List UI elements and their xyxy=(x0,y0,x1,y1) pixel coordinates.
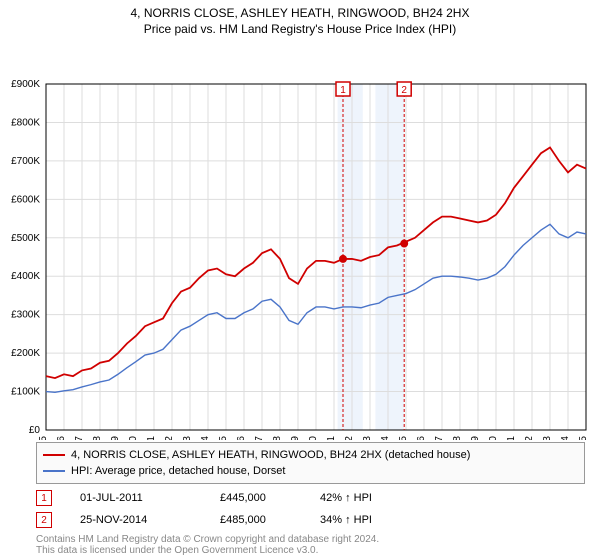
marker-price: £485,000 xyxy=(220,514,320,526)
svg-text:2018: 2018 xyxy=(452,436,463,440)
chart-subtitle: Price paid vs. HM Land Registry's House … xyxy=(0,20,600,40)
svg-text:£600K: £600K xyxy=(11,194,40,205)
legend-item: HPI: Average price, detached house, Dors… xyxy=(43,463,578,479)
sale-marker-row: 1 01-JUL-2011 £445,000 42% ↑ HPI xyxy=(36,490,440,506)
svg-text:2022: 2022 xyxy=(524,436,535,440)
svg-text:2010: 2010 xyxy=(308,436,319,440)
marker-badge: 2 xyxy=(36,512,52,528)
marker-pct: 34% ↑ HPI xyxy=(320,514,440,526)
legend-swatch-price xyxy=(43,454,65,456)
svg-text:2: 2 xyxy=(401,85,407,96)
svg-text:£900K: £900K xyxy=(11,79,40,90)
svg-text:1995: 1995 xyxy=(38,436,49,440)
svg-text:2002: 2002 xyxy=(164,436,175,440)
price-chart: £0 £100K £200K £300K £400K £500K £600K £700K £80… xyxy=(0,40,600,440)
svg-text:£200K: £200K xyxy=(11,348,40,359)
svg-text:£0: £0 xyxy=(29,425,41,436)
legend-label: HPI: Average price, detached house, Dors… xyxy=(71,463,285,479)
svg-text:1998: 1998 xyxy=(92,436,103,440)
svg-text:2001: 2001 xyxy=(146,436,157,440)
svg-text:2004: 2004 xyxy=(200,436,211,440)
svg-text:2009: 2009 xyxy=(290,436,301,440)
svg-text:2012: 2012 xyxy=(344,436,355,440)
svg-text:2003: 2003 xyxy=(182,436,193,440)
svg-text:2024: 2024 xyxy=(560,436,571,440)
svg-text:2011: 2011 xyxy=(326,436,337,440)
svg-text:£500K: £500K xyxy=(11,233,40,244)
svg-text:1999: 1999 xyxy=(110,436,121,440)
svg-text:£300K: £300K xyxy=(11,310,40,321)
sale-marker-row: 2 25-NOV-2014 £485,000 34% ↑ HPI xyxy=(36,512,440,528)
svg-text:1996: 1996 xyxy=(56,436,67,440)
svg-text:£700K: £700K xyxy=(11,156,40,167)
svg-text:1997: 1997 xyxy=(74,436,85,440)
svg-text:2000: 2000 xyxy=(128,436,139,440)
svg-text:2023: 2023 xyxy=(542,436,553,440)
license-text: Contains HM Land Registry data © Crown c… xyxy=(36,534,379,556)
svg-text:2006: 2006 xyxy=(236,436,247,440)
svg-text:2014: 2014 xyxy=(380,436,391,440)
marker-badge: 1 xyxy=(36,490,52,506)
svg-text:2021: 2021 xyxy=(506,436,517,440)
marker-price: £445,000 xyxy=(220,492,320,504)
svg-text:2008: 2008 xyxy=(272,436,283,440)
svg-text:2016: 2016 xyxy=(416,436,427,440)
svg-text:2017: 2017 xyxy=(434,436,445,440)
marker-date: 01-JUL-2011 xyxy=(52,492,220,504)
svg-text:2015: 2015 xyxy=(398,436,409,440)
marker-pct: 42% ↑ HPI xyxy=(320,492,440,504)
svg-text:2020: 2020 xyxy=(488,436,499,440)
marker-date: 25-NOV-2014 xyxy=(52,514,220,526)
svg-text:£800K: £800K xyxy=(11,117,40,128)
legend: 4, NORRIS CLOSE, ASHLEY HEATH, RINGWOOD,… xyxy=(36,442,585,484)
legend-swatch-hpi xyxy=(43,470,65,472)
svg-text:2025: 2025 xyxy=(578,436,589,440)
chart-title: 4, NORRIS CLOSE, ASHLEY HEATH, RINGWOOD,… xyxy=(0,0,600,20)
svg-text:2019: 2019 xyxy=(470,436,481,440)
svg-text:2013: 2013 xyxy=(362,436,373,440)
svg-text:£400K: £400K xyxy=(11,271,40,282)
svg-text:1: 1 xyxy=(340,85,346,96)
svg-text:2005: 2005 xyxy=(218,436,229,440)
legend-item: 4, NORRIS CLOSE, ASHLEY HEATH, RINGWOOD,… xyxy=(43,447,578,463)
svg-text:£100K: £100K xyxy=(11,387,40,398)
legend-label: 4, NORRIS CLOSE, ASHLEY HEATH, RINGWOOD,… xyxy=(71,447,470,463)
svg-text:2007: 2007 xyxy=(254,436,265,440)
